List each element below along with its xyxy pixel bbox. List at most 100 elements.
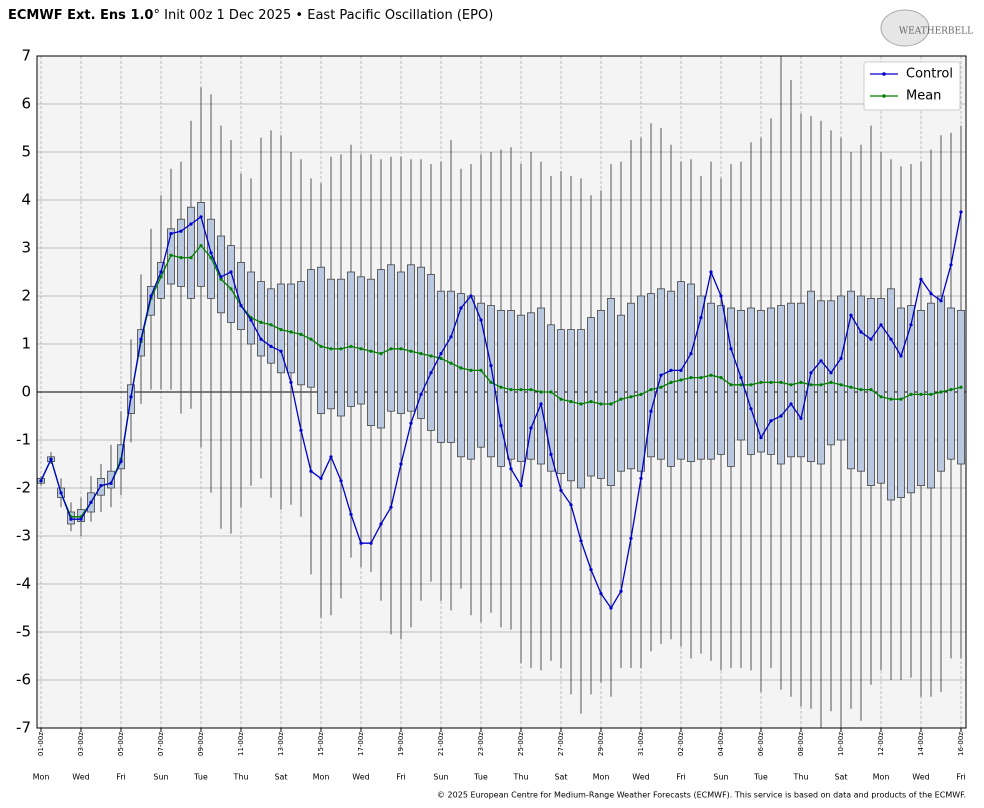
series-point: [909, 323, 913, 327]
series-point: [919, 392, 923, 396]
box: [797, 302, 805, 458]
series-point: [809, 371, 813, 375]
series-point: [799, 380, 803, 384]
series-point: [309, 337, 313, 341]
series-point: [39, 479, 43, 483]
x-day-label: Sat: [554, 773, 567, 782]
series-point: [899, 397, 903, 401]
series-point: [139, 337, 143, 341]
series-point: [509, 388, 513, 392]
series-point: [489, 380, 493, 384]
box: [917, 309, 925, 486]
series-point: [709, 373, 713, 377]
series-point: [659, 373, 663, 377]
series-point: [249, 318, 253, 322]
series-point: [929, 292, 933, 296]
box: [257, 281, 265, 357]
box: [737, 309, 745, 441]
x-tick-label: 25-00z: [517, 732, 525, 756]
box: [577, 329, 585, 489]
series-point: [419, 392, 423, 396]
series-point: [889, 337, 893, 341]
series-point: [939, 299, 943, 303]
box: [417, 266, 425, 419]
series-point: [199, 215, 203, 219]
series-point: [519, 484, 523, 488]
x-day-label: Thu: [792, 773, 808, 782]
series-point: [89, 500, 93, 504]
series-point: [529, 388, 533, 392]
series-point: [549, 452, 553, 456]
series-point: [319, 344, 323, 348]
series-point: [349, 512, 353, 517]
x-tick-label: 21-00z: [437, 732, 445, 756]
x-day-label: Wed: [72, 773, 89, 782]
box: [537, 307, 545, 465]
series-point: [889, 397, 893, 401]
series-point: [429, 354, 433, 358]
box: [907, 305, 915, 494]
y-tick-label: 3: [21, 239, 31, 257]
box: [177, 218, 185, 287]
box: [877, 297, 885, 484]
series-point: [809, 383, 813, 387]
series-point: [669, 368, 673, 372]
series-point: [399, 347, 403, 351]
series-point: [749, 383, 753, 387]
x-tick-label: 02-00z: [677, 732, 685, 756]
x-tick-label: 01-00z: [37, 732, 45, 756]
series-point: [469, 368, 473, 372]
series-point: [709, 270, 713, 274]
series-point: [49, 457, 53, 461]
series-point: [159, 275, 163, 279]
y-tick-label: 5: [21, 143, 31, 161]
series-point: [499, 385, 503, 389]
series-point: [829, 371, 833, 375]
series-point: [209, 256, 213, 260]
box: [937, 295, 945, 472]
box: [227, 245, 235, 323]
box: [107, 470, 115, 489]
box: [787, 302, 795, 458]
series-point: [769, 419, 773, 423]
series-point: [459, 306, 463, 310]
x-day-label: Thu: [232, 773, 248, 782]
box: [307, 269, 315, 388]
y-tick-label: -2: [16, 479, 31, 497]
series-point: [779, 414, 783, 418]
footer: © 2025 European Centre for Medium-Range …: [437, 791, 966, 800]
series-point: [189, 256, 193, 260]
box: [727, 307, 735, 467]
series-point: [289, 380, 293, 384]
box: [667, 290, 675, 467]
y-tick-label: 4: [21, 191, 31, 209]
series-point: [789, 383, 793, 387]
box: [527, 312, 535, 460]
series-point: [789, 402, 793, 406]
series-point: [519, 388, 523, 392]
series-point: [439, 356, 443, 360]
series-point: [259, 320, 263, 324]
series-point: [149, 294, 153, 298]
series-point: [779, 380, 783, 384]
x-day-label: Sun: [433, 773, 448, 782]
series-point: [679, 368, 683, 372]
series-point: [189, 222, 193, 226]
series-point: [869, 337, 873, 341]
series-point: [339, 479, 343, 483]
y-tick-label: -4: [16, 575, 31, 593]
series-point: [549, 390, 553, 394]
series-point: [369, 349, 373, 353]
box: [157, 261, 165, 299]
series-point: [609, 606, 613, 610]
marks: [37, 56, 965, 728]
box: [457, 293, 465, 458]
series-point: [229, 270, 233, 274]
y-tick-label: 6: [21, 95, 31, 113]
y-tick-label: 2: [21, 287, 31, 305]
series-point: [869, 388, 873, 392]
series-point: [509, 467, 513, 471]
series-point: [759, 436, 763, 440]
series-point: [679, 378, 683, 382]
series-point: [959, 210, 963, 214]
